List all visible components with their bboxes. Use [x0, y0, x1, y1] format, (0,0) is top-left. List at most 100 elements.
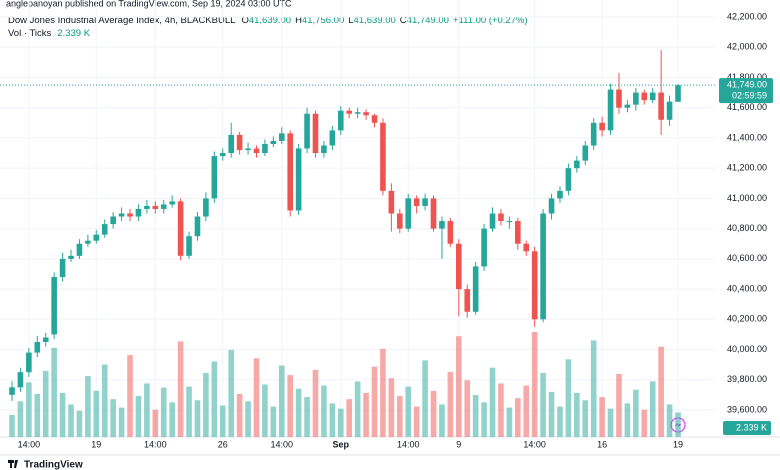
y-tick-label: 41,800.00 [727, 72, 767, 82]
volume-bar [371, 366, 378, 437]
ohlc-key: L [348, 15, 353, 26]
volume-bar [160, 387, 167, 437]
logo [8, 460, 18, 468]
ohlc-key: C [400, 15, 407, 26]
volume-bar [346, 399, 353, 437]
candle-body [135, 208, 142, 217]
volume-bar [127, 355, 133, 437]
candle-body [321, 145, 327, 154]
candle-body [515, 221, 521, 244]
volume-bar [396, 396, 403, 437]
candle-body [599, 122, 605, 131]
candle-body [675, 85, 681, 102]
candle-body [93, 234, 100, 241]
volume-bar [405, 386, 412, 437]
x-tick-label: 14:00 [397, 439, 420, 449]
candle-body [481, 228, 487, 267]
volume-bar [337, 408, 344, 437]
candle-body [405, 198, 412, 229]
volume-bar [590, 340, 597, 437]
x-tick-label: 14:00 [523, 439, 546, 449]
volume-bar [523, 385, 530, 437]
y-tick-label: 39,600.00 [727, 404, 767, 414]
x-tick-label: Sep [333, 439, 350, 449]
candle-body [51, 276, 57, 335]
volume-bar [51, 347, 57, 437]
price-tag [719, 78, 773, 104]
volume-bar [472, 395, 479, 437]
volume-bar [658, 346, 664, 437]
candle-body [177, 201, 184, 256]
candle-body [34, 341, 41, 353]
candle-body [439, 221, 445, 229]
volume-bar [354, 381, 361, 437]
candle-body [464, 289, 471, 312]
candle-body [270, 140, 277, 144]
volume-bar [599, 397, 605, 437]
candle-body [590, 122, 597, 146]
volume-bar [489, 367, 496, 437]
volume-tag-label: 2.339 K [736, 422, 767, 432]
candle-body [312, 113, 319, 154]
candle-body [219, 153, 226, 157]
y-tick-label: 40,200.00 [727, 314, 767, 324]
y-tick-label: 41,000.00 [727, 193, 767, 203]
candle-body [472, 266, 479, 312]
volume-bar [9, 414, 15, 437]
volume-bar [186, 386, 192, 437]
volume-bar [574, 392, 580, 437]
x-tick-label: 19 [673, 439, 683, 449]
candle-body [186, 236, 192, 256]
volume-bar [135, 396, 142, 437]
y-tick-label: 39,800.00 [727, 374, 767, 384]
volume-bar [93, 390, 100, 437]
volume-bar [464, 380, 471, 437]
candle-body [127, 213, 133, 217]
volume-bar [666, 404, 673, 437]
volume-bar [557, 406, 563, 437]
volume-bar [76, 410, 83, 437]
volume-bar [641, 409, 648, 437]
volume-bar [118, 407, 125, 437]
candle-body [633, 92, 639, 105]
volume-bar [17, 401, 24, 437]
volume-bar [194, 400, 201, 437]
volume-bar [270, 406, 277, 437]
volume-bar [498, 383, 504, 437]
volume-bar [439, 404, 445, 437]
change: +111.00 (+0.27%) [453, 15, 528, 26]
countdown: 02:59:59 [732, 91, 767, 101]
candle-body [253, 148, 260, 154]
volume-bar [262, 384, 268, 437]
candle-body [649, 92, 656, 101]
volume-bar [633, 389, 639, 437]
candle-body [456, 243, 462, 290]
volume-bar [287, 375, 294, 437]
volume-bar [34, 393, 41, 437]
volume-bar [68, 404, 74, 437]
candle-body [354, 112, 361, 114]
candle-body [371, 115, 378, 123]
x-tick-label: 26 [218, 439, 228, 449]
ohlc-key: H [295, 15, 302, 26]
candle-body [118, 213, 125, 217]
volume-bar [506, 407, 513, 437]
volume-bar [203, 372, 209, 437]
candle-body [531, 251, 538, 320]
volume-bar [278, 365, 285, 437]
candle-body [68, 255, 74, 259]
ohlc-value: 41,749.00 [407, 15, 449, 26]
volume-bar [295, 388, 302, 437]
volume-bar [177, 341, 184, 437]
candle-body [17, 372, 24, 388]
volume-bar [607, 408, 614, 437]
plot [0, 0, 715, 437]
y-tick-label: 40,600.00 [727, 253, 767, 263]
candle-body [278, 133, 285, 141]
ohlc-value: 41,639.00 [249, 15, 291, 26]
candle-body [245, 148, 251, 151]
volume-bar [531, 332, 538, 437]
candle-body [287, 133, 294, 211]
y-tick-label: 42,000.00 [727, 42, 767, 52]
